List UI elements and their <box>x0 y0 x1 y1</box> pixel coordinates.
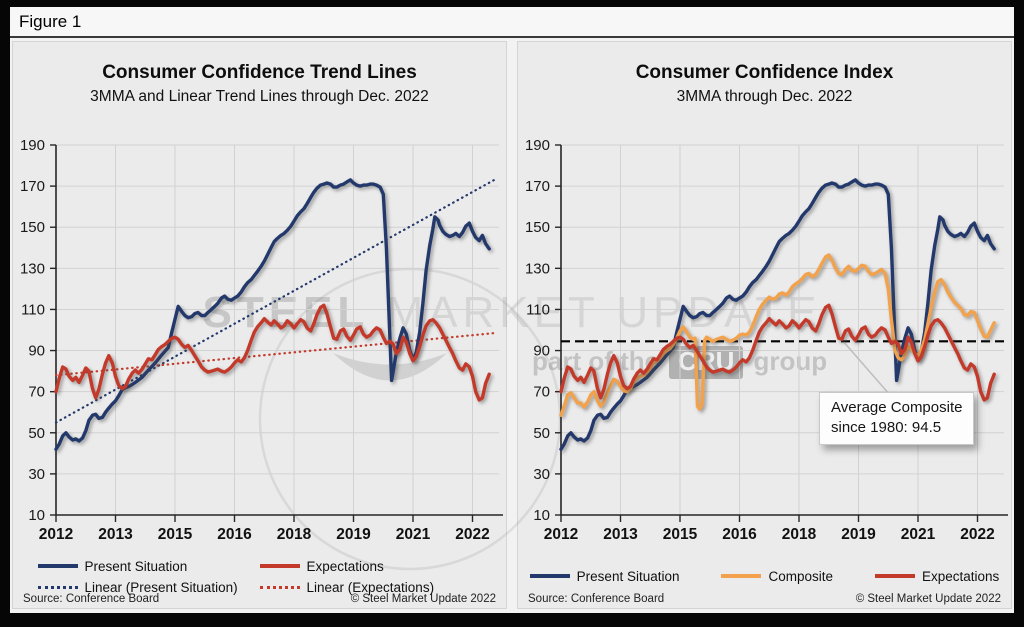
svg-text:30: 30 <box>28 466 45 483</box>
gridlines <box>561 144 1004 515</box>
svg-text:2016: 2016 <box>217 526 252 543</box>
svg-text:70: 70 <box>533 384 550 401</box>
legend-label: Linear (Present Situation) <box>84 579 238 595</box>
confidence-index-chart: 10 30 50 70 90 110 130 150 170 190 2012 2013 2015 201… <box>525 137 1008 543</box>
legend-item: Linear (Expectations) <box>259 577 482 597</box>
legend-label: Present Situation <box>576 568 680 584</box>
figure-header: Figure 1 <box>10 7 1014 36</box>
svg-text:170: 170 <box>20 178 45 195</box>
axes <box>555 144 1008 522</box>
chart-title: Consumer Confidence Index <box>635 62 894 83</box>
legend-item: Expectations <box>259 556 482 576</box>
svg-text:2015: 2015 <box>663 526 698 543</box>
svg-text:2013: 2013 <box>603 526 638 543</box>
panel-footer: Source: Conference Board © Steel Market … <box>528 593 1001 605</box>
legend-label: Expectations <box>306 558 384 574</box>
axes <box>50 144 503 522</box>
svg-text:110: 110 <box>21 301 45 318</box>
source-note: Source: Conference Board <box>23 593 160 605</box>
series-expectations <box>559 303 996 402</box>
legend-item: Expectations <box>875 566 999 586</box>
svg-text:2021: 2021 <box>396 526 431 543</box>
svg-text:50: 50 <box>533 425 550 442</box>
svg-text:50: 50 <box>28 425 45 442</box>
chart-title: Consumer Confidence Trend Lines <box>102 62 417 83</box>
legend-item: Present Situation <box>37 556 260 576</box>
svg-text:130: 130 <box>525 260 550 277</box>
svg-text:2013: 2013 <box>98 526 133 543</box>
charts-area: STEEL MARKET UPDATE part of the CRU group … <box>10 38 1014 613</box>
legend: Present Situation Expectations Linear (Pre… <box>13 556 506 597</box>
legend-swatch-solid <box>721 574 762 578</box>
svg-text:2015: 2015 <box>158 526 193 543</box>
svg-text:2012: 2012 <box>544 526 578 543</box>
svg-text:2021: 2021 <box>901 526 936 543</box>
chart-subtitle: 3MMA and Linear Trend Lines through Dec.… <box>90 88 429 105</box>
series-expectations <box>54 303 491 402</box>
svg-text:2019: 2019 <box>841 526 876 543</box>
svg-text:2022: 2022 <box>455 526 489 543</box>
legend-item: Linear (Present Situation) <box>37 577 260 597</box>
svg-text:10: 10 <box>533 507 550 524</box>
svg-text:2012: 2012 <box>39 526 73 543</box>
legend-label: Linear (Expectations) <box>306 579 435 595</box>
svg-text:30: 30 <box>533 466 550 483</box>
legend-swatch-dotted <box>37 585 78 589</box>
panel-footer: Source: Conference Board © Steel Market … <box>23 593 496 605</box>
chart-panel-trend-lines: Consumer Confidence Trend Lines 3MMA and… <box>12 41 507 609</box>
series-linear-present-situation <box>54 178 496 424</box>
source-note: Source: Conference Board <box>528 593 665 605</box>
svg-text:2016: 2016 <box>722 526 757 543</box>
axis-labels: 10 30 50 70 90 110 130 150 170 190 2012 2013 2015 201… <box>525 137 995 543</box>
legend-swatch-solid <box>37 564 78 568</box>
gridlines <box>56 144 499 515</box>
header-rule <box>10 36 1014 38</box>
legend-swatch-solid <box>875 574 916 578</box>
copyright-note: © Steel Market Update 2022 <box>855 593 1001 605</box>
trend-lines-chart: 10 30 50 70 90 110 130 150 170 190 2012 2013 2015 201… <box>20 137 503 543</box>
svg-text:150: 150 <box>20 219 45 236</box>
svg-text:10: 10 <box>28 507 45 524</box>
svg-text:150: 150 <box>525 219 550 236</box>
series-linear-expectations <box>54 332 496 377</box>
svg-text:2018: 2018 <box>782 526 817 543</box>
svg-text:90: 90 <box>28 343 45 360</box>
svg-text:110: 110 <box>526 301 550 318</box>
legend-label: Expectations <box>922 568 1000 584</box>
svg-text:170: 170 <box>525 178 550 195</box>
axis-labels: 10 30 50 70 90 110 130 150 170 190 2012 2013 2015 201… <box>20 137 490 543</box>
figure-label: Figure 1 <box>19 12 82 31</box>
callout-line-1: Average Composite <box>831 399 963 416</box>
legend-item: Present Situation <box>529 566 680 586</box>
svg-text:2018: 2018 <box>277 526 312 543</box>
legend-swatch-solid <box>529 574 570 578</box>
legend-swatch-solid <box>259 564 300 568</box>
svg-text:2019: 2019 <box>336 526 371 543</box>
chart-panel-confidence-index: Consumer Confidence Index 3MMA through D… <box>517 41 1012 609</box>
figure-content: Figure 1 STEEL MARKET UPDATE part of the… <box>10 7 1014 613</box>
svg-text:90: 90 <box>533 343 550 360</box>
svg-text:70: 70 <box>28 384 45 401</box>
callout-leader-line <box>843 341 891 396</box>
legend-swatch-dotted <box>259 585 300 589</box>
svg-text:2022: 2022 <box>960 526 994 543</box>
callout-line-2: since 1980: 94.5 <box>831 419 942 437</box>
legend: Present Situation Composite Expectations <box>518 566 1011 586</box>
copyright-note: © Steel Market Update 2022 <box>350 593 496 605</box>
series-present-situation <box>54 178 491 451</box>
chart-subtitle: 3MMA through Dec. 2022 <box>676 88 853 105</box>
svg-text:190: 190 <box>525 137 550 154</box>
legend-item: Composite <box>721 566 833 586</box>
average-composite-callout: Average Composite since 1980: 94.5 <box>819 392 975 445</box>
legend-label: Composite <box>768 568 834 584</box>
svg-text:130: 130 <box>20 260 45 277</box>
svg-text:190: 190 <box>20 137 45 154</box>
legend-label: Present Situation <box>84 558 188 574</box>
